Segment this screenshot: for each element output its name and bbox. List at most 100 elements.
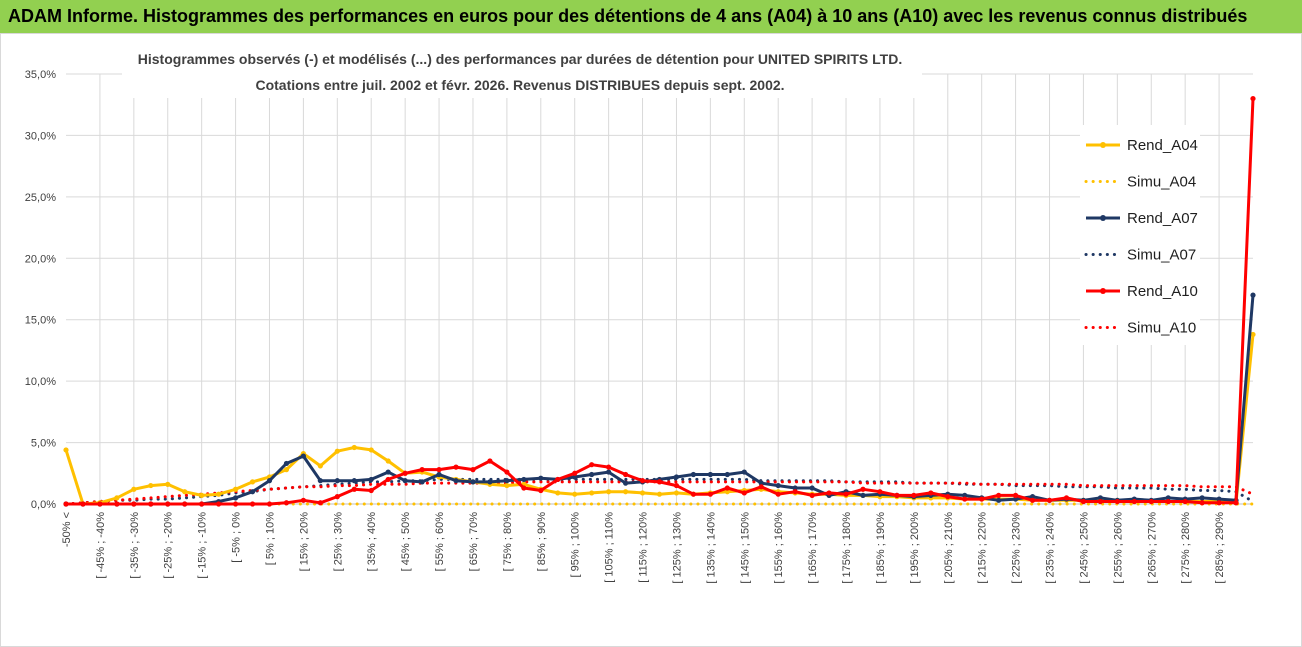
point-rend-a04 [199, 492, 205, 498]
point-rend-a10 [639, 478, 646, 484]
point-rend-a10 [266, 501, 273, 507]
point-rend-a04 [317, 463, 323, 469]
point-rend-a10 [538, 487, 544, 494]
x-tick-label: [ 55% ; 60% [434, 512, 446, 572]
x-tick-label: [ 65% ; 70% [468, 512, 480, 572]
legend-item-simu-a07: Simu_A07 [1084, 247, 1196, 264]
x-tick-label: [ -35% ; -30% [129, 512, 141, 579]
point-rend-a10 [572, 470, 578, 476]
legend-marker [1100, 142, 1106, 148]
legend-item-simu-a04: Simu_A04 [1084, 174, 1196, 191]
point-rend-a10 [1165, 498, 1171, 505]
point-rend-a07 [266, 478, 273, 484]
legend-label: Rend_A04 [1127, 137, 1198, 154]
header-bar: ADAM Informe. Histogrammes des performan… [0, 0, 1302, 33]
x-tick-label: [ 165% ; 170% [807, 512, 819, 584]
point-rend-a10 [317, 500, 323, 506]
point-rend-a07 [606, 469, 612, 475]
point-rend-a07 [300, 453, 306, 459]
point-rend-a04 [504, 482, 510, 489]
point-rend-a07 [792, 485, 798, 491]
point-rend-a10 [1046, 497, 1053, 503]
point-rend-a04 [656, 491, 663, 497]
point-rend-a07 [622, 480, 629, 486]
point-rend-a10 [1216, 500, 1222, 506]
x-tick-label: [ -5% ; 0% [231, 512, 243, 563]
point-rend-a10 [334, 494, 340, 500]
x-tick-label: [ 135% ; 140% [705, 512, 717, 584]
point-rend-a10 [1097, 498, 1103, 505]
point-rend-a04 [131, 486, 137, 492]
point-rend-a07 [673, 474, 680, 480]
point-rend-a07 [419, 479, 425, 485]
point-rend-a10 [1182, 498, 1188, 505]
x-axis-ticks: -50% < [ -45% ; -40% [ -35% ; -30% [ -25% ;… [61, 512, 1226, 584]
point-rend-a04 [555, 490, 561, 496]
point-rend-a10 [97, 501, 103, 507]
point-rend-a07 [249, 489, 256, 495]
point-rend-a10 [470, 467, 476, 473]
point-rend-a10 [979, 496, 985, 502]
point-rend-a10 [741, 490, 747, 496]
point-rend-a04 [249, 479, 256, 485]
point-rend-a04 [63, 447, 69, 453]
point-rend-a07 [1199, 495, 1205, 501]
point-rend-a10 [283, 500, 290, 506]
legend-bg [1080, 125, 1200, 345]
point-rend-a04 [606, 489, 612, 495]
point-rend-a10 [673, 482, 680, 489]
point-rend-a10 [758, 484, 764, 490]
point-rend-a10 [996, 492, 1002, 498]
x-tick-label: [ 35% ; 40% [366, 512, 378, 572]
point-rend-a07 [453, 478, 459, 484]
x-tick-label: [ 145% ; 150% [739, 512, 751, 584]
x-tick-label: [ 275% ; 280% [1180, 512, 1192, 584]
point-rend-a04 [1250, 331, 1256, 338]
point-rend-a10 [148, 501, 154, 507]
x-tick-label: [ 265% ; 270% [1146, 512, 1158, 584]
point-rend-a07 [283, 460, 290, 467]
x-tick-label: [ 5% ; 10% [264, 512, 276, 565]
point-rend-a04 [673, 490, 680, 496]
point-rend-a04 [724, 489, 730, 495]
point-rend-a07 [690, 471, 697, 478]
point-rend-a10 [1114, 498, 1120, 505]
legend-label: Simu_A04 [1127, 174, 1196, 191]
point-rend-a10 [589, 462, 595, 468]
x-tick-label: [ 85% ; 90% [536, 512, 548, 572]
point-rend-a07 [758, 480, 764, 486]
series-simu-a10 [64, 480, 1255, 506]
point-rend-a10 [622, 471, 629, 478]
point-rend-a10 [114, 501, 120, 507]
point-rend-a10 [724, 485, 730, 491]
point-rend-a10 [945, 494, 951, 500]
point-rend-a07 [741, 469, 747, 475]
y-tick-label: 35,0% [25, 69, 56, 81]
x-tick-label: [ 175% ; 180% [841, 512, 853, 584]
point-rend-a07 [962, 492, 968, 498]
point-rend-a10 [1148, 498, 1154, 505]
x-tick-label: [ 45% ; 50% [400, 512, 412, 572]
point-rend-a10 [249, 501, 256, 507]
report-title: ADAM Informe. Histogrammes des performan… [8, 6, 1248, 26]
x-tick-label: [ 75% ; 80% [502, 512, 514, 572]
x-tick-label: [ 255% ; 260% [1112, 512, 1124, 584]
point-rend-a07 [470, 479, 476, 485]
legend-item-simu-a10: Simu_A10 [1084, 320, 1196, 337]
point-rend-a10 [843, 491, 849, 497]
point-rend-a10 [63, 501, 69, 507]
point-rend-a10 [792, 489, 798, 495]
y-tick-label: 0,0% [31, 499, 56, 511]
x-tick-label: [ 215% ; 220% [977, 512, 989, 584]
y-tick-label: 10,0% [25, 376, 56, 388]
legend: Rend_A04 Simu_A04 Rend_A07 Simu_A07 Rend_A10… [1080, 125, 1200, 345]
point-rend-a10 [877, 489, 883, 495]
legend-label: Simu_A10 [1127, 320, 1196, 337]
point-rend-a10 [453, 464, 459, 470]
point-rend-a10 [165, 501, 171, 507]
point-rend-a07 [232, 495, 239, 501]
legend-item-rend-a07: Rend_A07 [1086, 210, 1198, 227]
point-rend-a07 [317, 478, 323, 484]
y-tick-label: 5,0% [31, 438, 56, 450]
point-rend-a07 [572, 474, 578, 480]
